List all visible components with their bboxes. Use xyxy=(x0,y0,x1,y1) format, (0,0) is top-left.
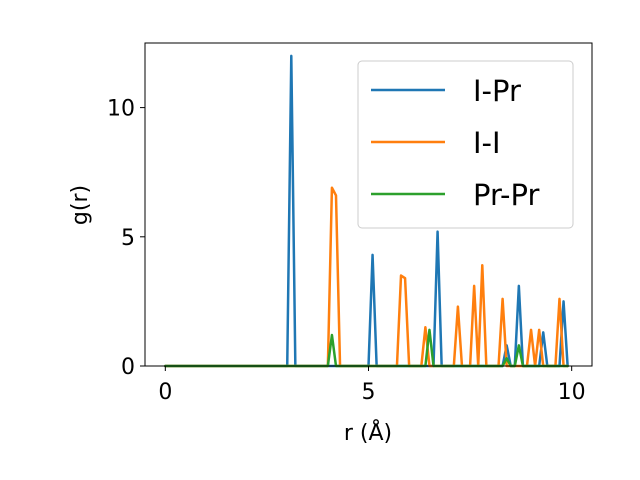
legend-label: Pr-Pr xyxy=(473,178,539,212)
x-axis: 0 5 10 xyxy=(158,366,586,405)
x-tick-label: 5 xyxy=(362,380,376,405)
legend-label: I-I xyxy=(473,126,501,160)
x-axis-label: r (Å) xyxy=(344,419,392,446)
y-tick-label: 0 xyxy=(121,355,135,380)
legend-label: I-Pr xyxy=(473,74,521,108)
y-axis: 0 5 10 xyxy=(107,97,145,380)
x-tick-label: 0 xyxy=(158,380,172,405)
legend: I-Pr I-I Pr-Pr xyxy=(357,60,574,229)
y-tick-label: 10 xyxy=(107,97,135,122)
x-tick-label: 10 xyxy=(558,380,586,405)
legend-box xyxy=(357,60,574,229)
y-axis-label: g(r) xyxy=(68,185,93,225)
y-tick-label: 5 xyxy=(121,226,135,251)
